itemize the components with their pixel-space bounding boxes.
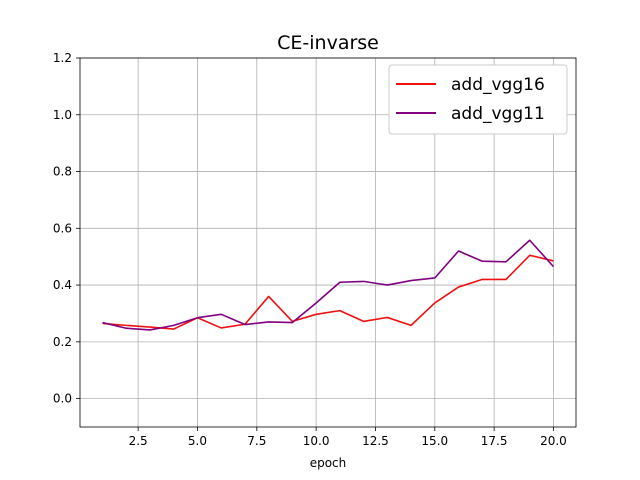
y-tick-label: 0.4	[53, 278, 72, 292]
y-tick-label: 1.0	[53, 108, 72, 122]
legend-box	[388, 64, 568, 135]
chart-title: CE-invarse	[277, 32, 379, 54]
y-tick-label: 0.0	[53, 392, 72, 406]
x-tick-label: 20.0	[540, 434, 567, 448]
plot-frame	[79, 57, 577, 428]
series-line-add-vgg11	[102, 239, 555, 331]
series-line-add-vgg16	[102, 254, 554, 330]
x-tick-label: 12.5	[362, 434, 389, 448]
x-tick-label: 17.5	[481, 434, 508, 448]
legend-label-add-vgg11: add_vgg11	[451, 104, 545, 124]
legend-label-add-vgg16: add_vgg16	[451, 75, 545, 95]
x-tick-label: 2.5	[129, 434, 148, 448]
x-axis-label: epoch	[310, 456, 347, 470]
y-axis-ticks: 0.0 0.2 0.4 0.6 0.8 1.0 1.2	[53, 51, 80, 406]
series-lines	[102, 239, 555, 331]
y-tick-label: 0.8	[53, 165, 72, 179]
y-tick-label: 0.2	[53, 335, 72, 349]
legend: add_vgg16 add_vgg11	[388, 64, 568, 135]
x-tick-label: 7.5	[247, 434, 266, 448]
x-tick-label: 5.0	[188, 434, 207, 448]
y-tick-label: 0.6	[53, 221, 72, 235]
x-tick-label: 10.0	[303, 434, 330, 448]
x-tick-label: 15.0	[421, 434, 448, 448]
x-axis-ticks: 2.5 5.0 7.5 10.0 12.5 15.0 17.5 20.0	[129, 427, 567, 448]
y-tick-label: 1.2	[53, 51, 72, 65]
